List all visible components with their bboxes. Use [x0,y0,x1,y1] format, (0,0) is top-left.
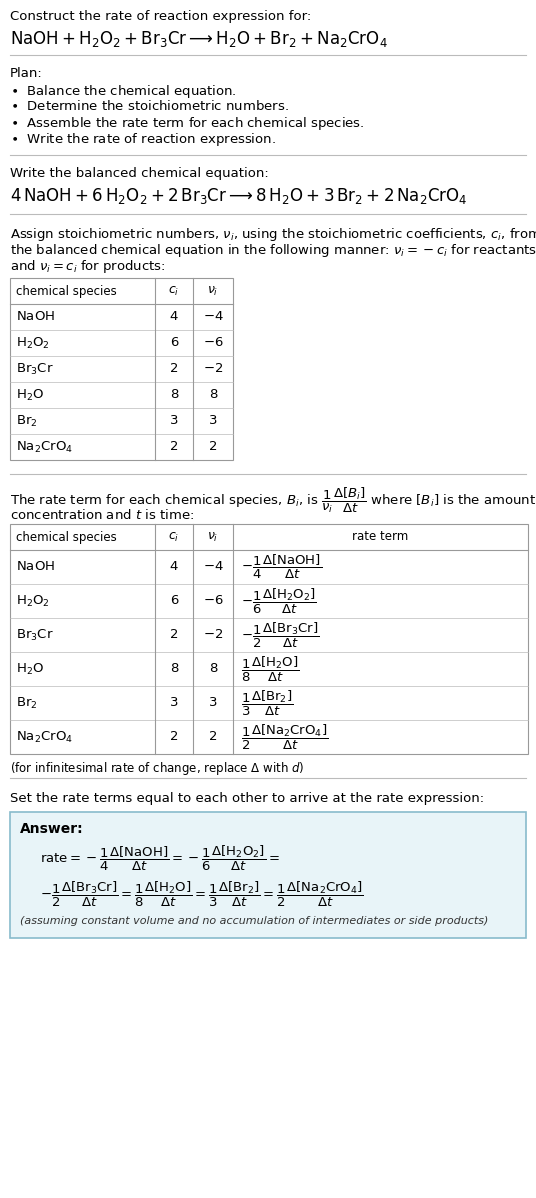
Text: $\nu_i$: $\nu_i$ [207,284,219,297]
Text: 3: 3 [209,696,217,709]
Text: $-4$: $-4$ [203,561,224,574]
Text: $-2$: $-2$ [203,629,223,641]
Text: 2: 2 [170,731,178,744]
Text: (assuming constant volume and no accumulation of intermediates or side products): (assuming constant volume and no accumul… [20,916,488,926]
Text: rate term: rate term [352,531,408,544]
Text: 4: 4 [170,310,178,323]
Text: $\dfrac{1}{3}\dfrac{\Delta[\mathrm{Br_2}]}{\Delta t}$: $\dfrac{1}{3}\dfrac{\Delta[\mathrm{Br_2}… [241,689,293,718]
Text: Plan:: Plan: [10,67,43,80]
Text: $\nu_i$: $\nu_i$ [207,531,219,544]
Text: Answer:: Answer: [20,822,84,836]
Text: $-6$: $-6$ [203,594,224,607]
Text: chemical species: chemical species [16,531,117,544]
Text: and $\nu_i = c_i$ for products:: and $\nu_i = c_i$ for products: [10,258,166,276]
Text: 3: 3 [170,696,178,709]
Text: $\mathrm{Br_3Cr}$: $\mathrm{Br_3Cr}$ [16,628,54,642]
Text: 2: 2 [170,441,178,454]
Text: $\mathrm{Na_2CrO_4}$: $\mathrm{Na_2CrO_4}$ [16,730,73,744]
Text: 4: 4 [170,561,178,574]
Text: $-\dfrac{1}{2}\dfrac{\Delta[\mathrm{Br_3Cr}]}{\Delta t}$: $-\dfrac{1}{2}\dfrac{\Delta[\mathrm{Br_3… [241,621,319,649]
Text: Assign stoichiometric numbers, $\nu_i$, using the stoichiometric coefficients, $: Assign stoichiometric numbers, $\nu_i$, … [10,226,536,243]
Text: $\mathrm{NaOH + H_2O_2 + Br_3Cr} \longrightarrow \mathrm{H_2O + Br_2 + Na_2CrO_4: $\mathrm{NaOH + H_2O_2 + Br_3Cr} \longri… [10,29,388,49]
Text: (for infinitesimal rate of change, replace $\Delta$ with $d$): (for infinitesimal rate of change, repla… [10,760,304,778]
Text: 2: 2 [209,441,217,454]
Text: 8: 8 [170,662,178,676]
Text: 6: 6 [170,337,178,350]
Text: The rate term for each chemical species, $B_i$, is $\dfrac{1}{\nu_i}\dfrac{\Delt: The rate term for each chemical species,… [10,486,536,515]
Text: 2: 2 [170,629,178,641]
Text: $-\dfrac{1}{4}\dfrac{\Delta[\mathrm{NaOH}]}{\Delta t}$: $-\dfrac{1}{4}\dfrac{\Delta[\mathrm{NaOH… [241,553,322,581]
Text: $\dfrac{1}{8}\dfrac{\Delta[\mathrm{H_2O}]}{\Delta t}$: $\dfrac{1}{8}\dfrac{\Delta[\mathrm{H_2O}… [241,654,299,684]
Text: $\mathrm{H_2O}$: $\mathrm{H_2O}$ [16,387,44,403]
Text: 3: 3 [209,415,217,428]
Text: 8: 8 [209,388,217,401]
Text: 3: 3 [170,415,178,428]
Text: 8: 8 [209,662,217,676]
Text: the balanced chemical equation in the following manner: $\nu_i = -c_i$ for react: the balanced chemical equation in the fo… [10,242,536,259]
Text: $-2$: $-2$ [203,363,223,375]
Text: $\mathrm{4\,NaOH + 6\,H_2O_2 + 2\,Br_3Cr} \longrightarrow \mathrm{8\,H_2O + 3\,B: $\mathrm{4\,NaOH + 6\,H_2O_2 + 2\,Br_3Cr… [10,186,467,206]
Text: $\bullet$  Write the rate of reaction expression.: $\bullet$ Write the rate of reaction exp… [10,131,276,149]
Text: Write the balanced chemical equation:: Write the balanced chemical equation: [10,167,269,180]
Text: Construct the rate of reaction expression for:: Construct the rate of reaction expressio… [10,10,311,23]
Text: $\bullet$  Balance the chemical equation.: $\bullet$ Balance the chemical equation. [10,83,237,99]
Text: $\mathrm{NaOH}$: $\mathrm{NaOH}$ [16,561,55,574]
Text: $-\dfrac{1}{6}\dfrac{\Delta[\mathrm{H_2O_2}]}{\Delta t}$: $-\dfrac{1}{6}\dfrac{\Delta[\mathrm{H_2O… [241,586,317,616]
Text: $\dfrac{1}{2}\dfrac{\Delta[\mathrm{Na_2CrO_4}]}{\Delta t}$: $\dfrac{1}{2}\dfrac{\Delta[\mathrm{Na_2C… [241,722,329,751]
Text: $\mathrm{NaOH}$: $\mathrm{NaOH}$ [16,310,55,323]
Text: Set the rate terms equal to each other to arrive at the rate expression:: Set the rate terms equal to each other t… [10,792,484,805]
Text: $-\dfrac{1}{2}\dfrac{\Delta[\mathrm{Br_3Cr}]}{\Delta t} = \dfrac{1}{8}\dfrac{\De: $-\dfrac{1}{2}\dfrac{\Delta[\mathrm{Br_3… [40,881,364,909]
Text: 6: 6 [170,594,178,607]
Text: $\mathrm{H_2O}$: $\mathrm{H_2O}$ [16,661,44,677]
Bar [10,278,233,460]
Text: $\mathrm{Br_2}$: $\mathrm{Br_2}$ [16,413,38,429]
Text: $\mathrm{rate} = -\dfrac{1}{4}\dfrac{\Delta[\mathrm{NaOH}]}{\Delta t} = -\dfrac{: $\mathrm{rate} = -\dfrac{1}{4}\dfrac{\De… [40,845,280,873]
Text: $\mathrm{H_2O_2}$: $\mathrm{H_2O_2}$ [16,335,50,351]
Text: $\bullet$  Determine the stoichiometric numbers.: $\bullet$ Determine the stoichiometric n… [10,99,289,113]
Text: $-4$: $-4$ [203,310,224,323]
Text: $\bullet$  Assemble the rate term for each chemical species.: $\bullet$ Assemble the rate term for eac… [10,115,364,132]
Text: $\mathrm{Br_3Cr}$: $\mathrm{Br_3Cr}$ [16,362,54,376]
Text: $c_i$: $c_i$ [168,284,180,297]
Text: chemical species: chemical species [16,284,117,297]
Text: 2: 2 [209,731,217,744]
Text: $-6$: $-6$ [203,337,224,350]
Text: $\mathrm{Na_2CrO_4}$: $\mathrm{Na_2CrO_4}$ [16,440,73,454]
Text: concentration and $t$ is time:: concentration and $t$ is time: [10,508,194,522]
Bar [10,524,528,754]
Text: $\mathrm{H_2O_2}$: $\mathrm{H_2O_2}$ [16,593,50,609]
Text: 8: 8 [170,388,178,401]
Text: 2: 2 [170,363,178,375]
Text: $\mathrm{Br_2}$: $\mathrm{Br_2}$ [16,696,38,710]
Text: $c_i$: $c_i$ [168,531,180,544]
FancyBboxPatch shape [10,812,526,938]
